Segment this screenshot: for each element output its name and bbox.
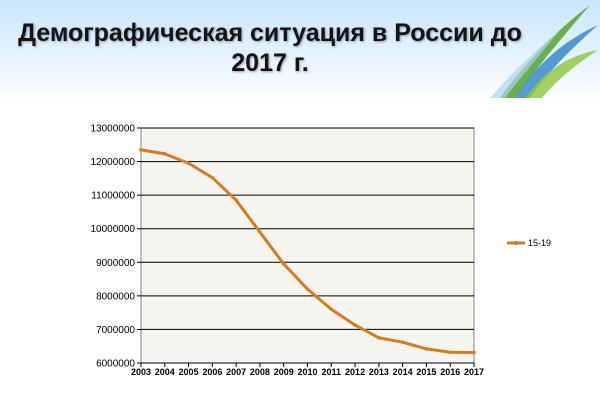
x-tick-label-12: 2015 bbox=[416, 367, 436, 377]
x-tick-label-10: 2013 bbox=[369, 367, 389, 377]
y-tick-label-3: 9000000 bbox=[96, 258, 135, 269]
x-tick-label-5: 2008 bbox=[250, 367, 270, 377]
y-tick-label-2: 8000000 bbox=[96, 291, 135, 302]
data-point-4 bbox=[234, 198, 238, 202]
grass-decoration-icon bbox=[490, 5, 598, 98]
data-point-5 bbox=[258, 230, 262, 234]
data-point-11 bbox=[400, 340, 405, 344]
y-tick-label-4: 10000000 bbox=[91, 224, 136, 235]
x-tick-label-6: 2009 bbox=[274, 367, 294, 377]
data-point-0 bbox=[139, 148, 143, 152]
x-tick-label-14: 2017 bbox=[464, 367, 484, 377]
y-tick-label-5: 11000000 bbox=[91, 191, 135, 202]
x-tick-label-1: 2004 bbox=[155, 367, 175, 377]
y-tick-label-6: 12000000 bbox=[91, 157, 136, 168]
x-tick-label-8: 2011 bbox=[322, 367, 342, 377]
data-point-8 bbox=[329, 307, 334, 312]
data-point-9 bbox=[353, 323, 357, 327]
y-tick-label-1: 7000000 bbox=[96, 325, 135, 336]
data-point-7 bbox=[305, 287, 310, 291]
x-tick-label-2: 2005 bbox=[179, 367, 199, 377]
data-point-12 bbox=[424, 347, 429, 351]
y-tick-label-7: 13000000 bbox=[91, 124, 136, 135]
x-tick-label-3: 2006 bbox=[202, 367, 222, 377]
data-point-6 bbox=[281, 262, 286, 266]
x-tick-label-11: 2014 bbox=[393, 367, 413, 377]
x-tick-label-13: 2016 bbox=[440, 367, 460, 377]
data-point-1 bbox=[162, 152, 167, 156]
data-point-3 bbox=[210, 175, 215, 180]
x-tick-label-0: 2003 bbox=[131, 367, 151, 377]
data-point-10 bbox=[377, 336, 381, 340]
x-tick-label-7: 2010 bbox=[297, 367, 317, 377]
data-point-13 bbox=[448, 350, 453, 355]
legend-marker bbox=[514, 241, 518, 245]
data-point-2 bbox=[186, 161, 191, 166]
legend-label: 15-19 bbox=[528, 238, 551, 248]
x-tick-label-9: 2012 bbox=[345, 367, 365, 377]
title-banner bbox=[0, 0, 600, 100]
data-point-14 bbox=[472, 350, 476, 355]
y-tick-label-0: 6000000 bbox=[96, 359, 135, 370]
slide-title: Демографическая ситуация в России до 201… bbox=[18, 19, 522, 77]
x-tick-label-4: 2007 bbox=[226, 367, 246, 377]
